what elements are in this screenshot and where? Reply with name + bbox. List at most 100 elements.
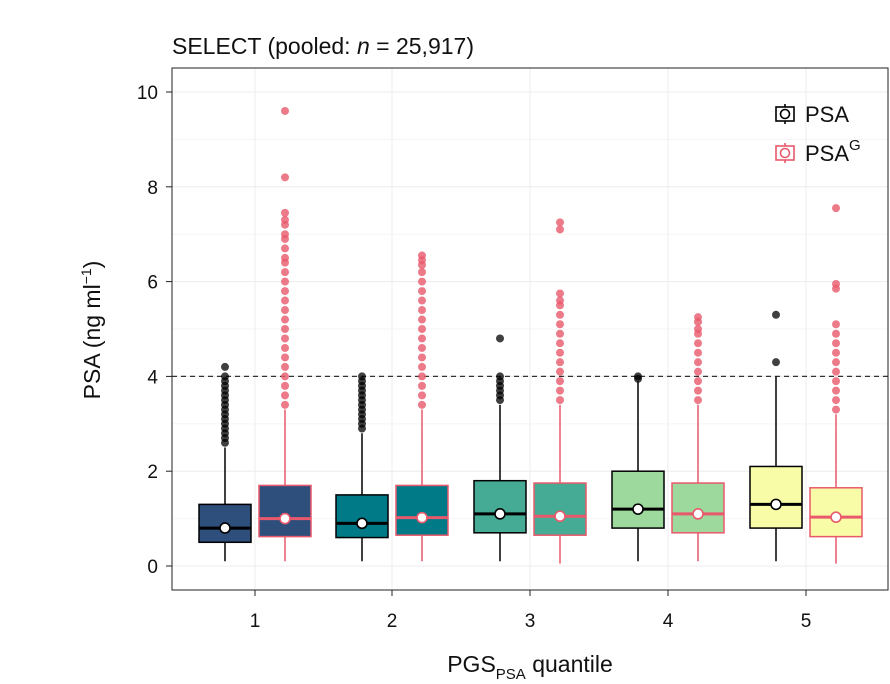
outlier-point — [694, 358, 702, 367]
outlier-point — [221, 372, 229, 381]
outlier-point — [556, 225, 564, 234]
outlier-point — [418, 400, 426, 409]
outlier-point — [694, 367, 702, 376]
box-group-PSAG-q4 — [671, 313, 725, 562]
outlier-point — [281, 173, 289, 182]
outlier-point — [221, 362, 229, 371]
box-group-PSA-q2 — [335, 372, 389, 562]
outlier-point — [556, 339, 564, 348]
outlier-point — [418, 296, 426, 305]
mean-marker — [692, 508, 704, 520]
legend-psag-mean-marker — [779, 147, 791, 159]
outlier-point — [418, 325, 426, 333]
box-group-PSAG-q5 — [809, 204, 863, 564]
chart-title: SELECT (pooled: n = 25,917) — [172, 33, 474, 59]
outlier-point — [832, 204, 840, 213]
outlier-point — [556, 358, 564, 367]
outlier-point — [418, 362, 426, 371]
outlier-point — [281, 268, 289, 277]
mean-marker — [830, 511, 842, 523]
outlier-point — [832, 279, 840, 288]
outlier-point — [832, 348, 840, 357]
outlier-point — [418, 334, 426, 343]
iqr-box — [473, 479, 527, 534]
mean-marker — [554, 510, 566, 523]
legend-psa-label: PSA — [805, 102, 849, 127]
mean-marker — [279, 512, 291, 525]
iqr-box — [611, 470, 665, 529]
outlier-point — [281, 362, 289, 371]
outlier-point — [556, 218, 564, 227]
outlier-point — [281, 381, 289, 390]
outlier-point — [418, 353, 426, 362]
outlier-point — [772, 358, 780, 367]
legend-item-psa-g: PSAG — [775, 137, 861, 166]
outlier-point — [281, 208, 289, 217]
mean-marker — [219, 522, 231, 534]
outlier-point — [281, 325, 289, 333]
iqr-box — [395, 484, 449, 536]
outlier-point — [281, 244, 289, 253]
box-group-PSAG-q2 — [395, 251, 449, 562]
mean-marker — [416, 511, 428, 524]
outlier-point — [556, 396, 564, 405]
y-tick-label: 6 — [147, 273, 158, 294]
outlier-point — [358, 372, 366, 381]
outlier-point — [281, 287, 289, 296]
outlier-point — [281, 343, 289, 352]
outlier-point — [694, 386, 702, 395]
x-tick-label: 2 — [387, 611, 398, 632]
outlier-point — [281, 230, 289, 239]
outlier-point — [281, 334, 289, 343]
x-axis: 1 2 3 4 5 — [250, 590, 811, 632]
outlier-point — [556, 289, 564, 298]
x-tick-label: 3 — [525, 611, 536, 632]
y-tick-label: 4 — [147, 367, 158, 388]
outlier-point — [281, 277, 289, 286]
box-group-PSAG-q1 — [258, 106, 312, 562]
outlier-point — [832, 339, 840, 348]
legend-item-psa: PSA — [775, 102, 849, 127]
y-tick-label: 10 — [137, 83, 158, 104]
outlier-point — [694, 325, 702, 333]
outlier-point — [281, 372, 289, 381]
outlier-point — [418, 381, 426, 390]
outlier-point — [418, 251, 426, 260]
outlier-point — [281, 391, 289, 400]
iqr-box — [749, 465, 803, 529]
box-group-PSA-q4 — [611, 372, 665, 562]
outlier-point — [832, 367, 840, 376]
legend-psag-label: PSAG — [805, 137, 861, 166]
y-axis: 0 2 4 6 8 10 — [137, 83, 172, 578]
outlier-point — [694, 377, 702, 386]
outlier-point — [694, 396, 702, 405]
outlier-point — [694, 339, 702, 348]
mean-marker — [770, 498, 782, 511]
outlier-point — [418, 287, 426, 296]
outlier-point — [281, 353, 289, 362]
outlier-point — [418, 268, 426, 277]
outlier-point — [772, 310, 780, 319]
y-tick-label: 8 — [147, 178, 158, 199]
mean-marker — [356, 517, 368, 530]
outlier-point — [281, 315, 289, 324]
iqr-box — [533, 482, 587, 536]
outlier-point — [496, 372, 504, 381]
outlier-point — [418, 277, 426, 286]
outlier-point — [832, 386, 840, 395]
box-group-PSA-q5 — [749, 310, 803, 562]
y-tick-label: 2 — [147, 462, 158, 483]
outlier-point — [281, 215, 289, 224]
box-series — [198, 106, 863, 564]
outlier-point — [832, 405, 840, 414]
x-tick-label: 4 — [663, 611, 674, 632]
outlier-point — [281, 400, 289, 409]
legend-psa-mean-marker — [779, 108, 791, 120]
x-tick-label: 1 — [250, 611, 261, 632]
iqr-box — [671, 482, 725, 534]
outlier-point — [281, 253, 289, 262]
box-group-PSA-q1 — [198, 362, 252, 562]
outlier-point — [496, 334, 504, 343]
legend: PSA PSAG — [775, 102, 861, 166]
